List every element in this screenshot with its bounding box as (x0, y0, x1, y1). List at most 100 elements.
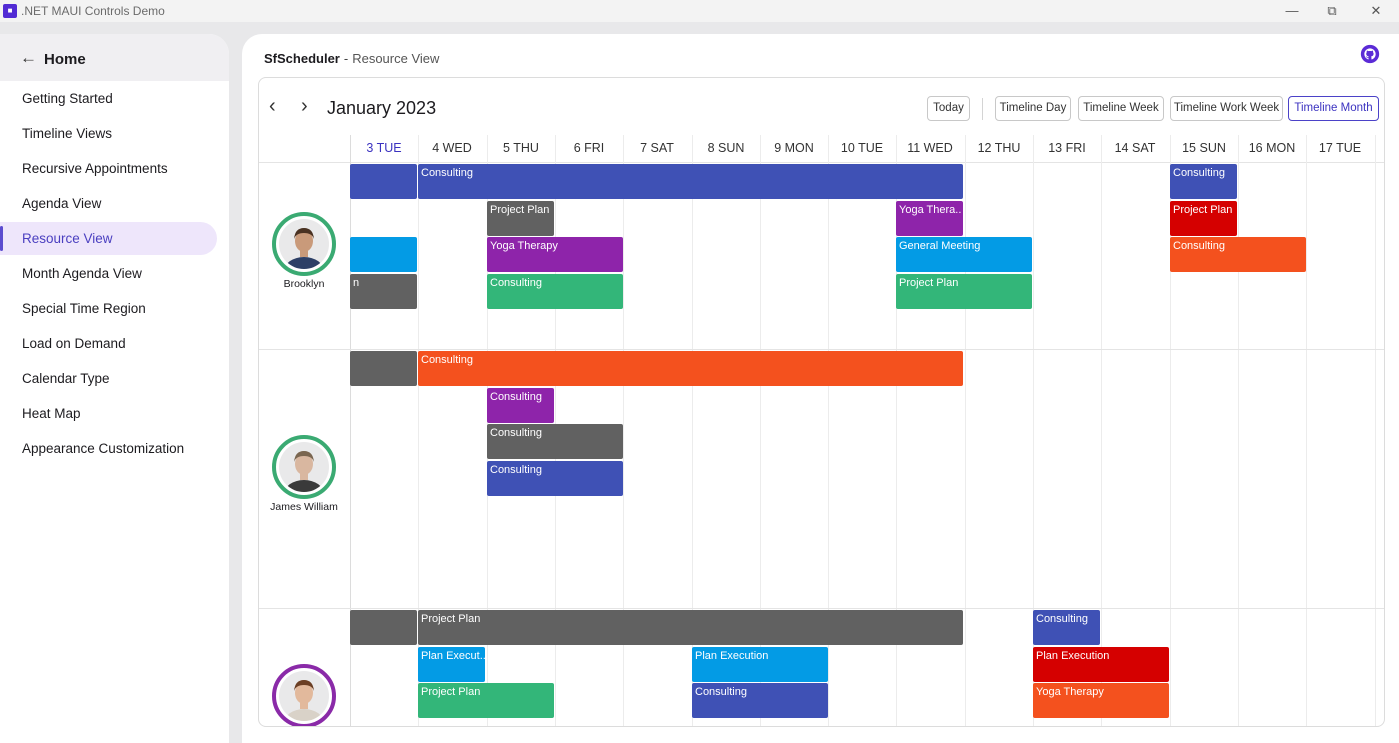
month-title[interactable]: January 2023 (327, 98, 437, 118)
chevron-left-icon[interactable]: ‹ (269, 95, 276, 117)
day-header[interactable]: 13 FRI (1048, 141, 1086, 155)
dotnet-app-icon: ■ (3, 4, 17, 18)
appointment[interactable]: Consulting (487, 388, 554, 423)
view-timeline-work-week-button[interactable]: Timeline Work Week (1170, 96, 1283, 121)
header-divider (259, 162, 1384, 163)
view-timeline-day-button[interactable]: Timeline Day (995, 96, 1071, 121)
day-column-divider (1375, 135, 1376, 726)
day-column-divider (965, 135, 966, 726)
appointment[interactable]: Consulting (418, 351, 963, 386)
day-header[interactable]: 12 THU (977, 141, 1021, 155)
appointment[interactable]: Consulting (1033, 610, 1100, 645)
sidebar-item-agenda-view[interactable]: Agenda View (22, 196, 102, 211)
day-column-divider (1170, 135, 1171, 726)
day-header[interactable]: 17 TUE (1318, 141, 1362, 155)
scheduler-header: ‹ › January 2023 Today Timeline Day Timel… (259, 78, 1384, 135)
avatar-ring (272, 434, 336, 499)
control-name: SfScheduler (264, 51, 340, 66)
avatar-ring (272, 664, 336, 726)
resource-brooklyn[interactable]: Brooklyn (259, 211, 349, 290)
day-header[interactable]: 4 WED (432, 141, 472, 155)
day-header[interactable]: 3 TUE (366, 141, 402, 155)
sidebar-item-resource-view[interactable]: Resource View (0, 222, 217, 255)
day-column-divider (1238, 135, 1239, 726)
sidebar-item-timeline-views[interactable]: Timeline Views (22, 126, 113, 141)
appointment[interactable]: Consulting (1170, 237, 1306, 272)
resource-james-william[interactable]: James William (259, 434, 349, 513)
home-label: Home (44, 51, 86, 68)
appointment[interactable]: Project Plan (1170, 201, 1237, 236)
minimize-icon[interactable]: — (1285, 3, 1299, 18)
appointment[interactable]: Consulting (487, 274, 623, 309)
appointment[interactable]: Consulting (1170, 164, 1237, 199)
window-title: .NET MAUI Controls Demo (21, 4, 165, 18)
day-column-divider (418, 135, 419, 726)
appointment[interactable]: Project Plan (418, 610, 963, 645)
day-header[interactable]: 14 SAT (1114, 141, 1156, 155)
appointment[interactable] (350, 351, 417, 386)
appointment[interactable]: Yoga Therapy (1033, 683, 1169, 718)
appointment[interactable] (350, 610, 417, 645)
timeline-grid: 3 TUE 4 WED 5 THU 6 FRI 7 SAT 8 SUN 9 MON 10 TU… (259, 135, 1384, 726)
view-timeline-week-button[interactable]: Timeline Week (1078, 96, 1164, 121)
day-header[interactable]: 8 SUN (707, 141, 745, 155)
appointment[interactable]: Plan Execution (1033, 647, 1169, 682)
main-content: SfScheduler - Resource View ‹ › January 20… (242, 34, 1399, 743)
appointment[interactable]: Project Plan (487, 201, 554, 236)
view-timeline-month-button[interactable]: Timeline Month (1288, 96, 1379, 121)
home-button[interactable]: ← Home (0, 34, 229, 81)
sidebar-item-heat-map[interactable]: Heat Map (22, 406, 81, 421)
resource-sophia[interactable]: Sophia (259, 664, 349, 726)
sidebar-item-special-time-region[interactable]: Special Time Region (22, 301, 146, 316)
avatar (279, 218, 329, 269)
appointment[interactable]: Yoga Therapy (487, 237, 623, 272)
day-column-divider (1101, 135, 1102, 726)
resource-column-divider (350, 135, 351, 726)
appointment[interactable] (350, 237, 417, 272)
appointment[interactable]: Project Plan (896, 274, 1032, 309)
toolbar-divider (982, 98, 983, 120)
day-header[interactable]: 16 MON (1248, 141, 1296, 155)
sidebar-item-getting-started[interactable]: Getting Started (22, 91, 113, 106)
sidebar-item-appearance-customization[interactable]: Appearance Customization (22, 441, 185, 456)
appointment[interactable]: Consulting (487, 461, 623, 496)
appointment[interactable]: Project Plan (418, 683, 554, 718)
today-button[interactable]: Today (927, 96, 970, 121)
appointment[interactable]: Yoga Thera.. (896, 201, 963, 236)
appointment[interactable]: Plan Execut.. (418, 647, 485, 682)
appointment[interactable]: Consulting (418, 164, 963, 199)
appointment[interactable]: Consulting (487, 424, 623, 459)
chevron-right-icon[interactable]: › (301, 95, 308, 117)
close-icon[interactable]: ✕ (1370, 3, 1382, 18)
appointment[interactable]: Plan Execution (692, 647, 828, 682)
appointment[interactable] (350, 164, 417, 199)
day-header[interactable]: 5 THU (503, 141, 539, 155)
appointment[interactable]: n (350, 274, 417, 309)
day-header[interactable]: 10 TUE (840, 141, 884, 155)
resource-name: Brooklyn (283, 277, 325, 290)
day-header[interactable]: 7 SAT (640, 141, 674, 155)
avatar (279, 671, 329, 721)
day-column-divider (623, 135, 624, 726)
appointment[interactable]: Consulting (692, 683, 828, 718)
restore-icon[interactable]: ⧉ (1327, 3, 1337, 18)
avatar-ring (272, 211, 336, 276)
appointment[interactable]: General Meeting (896, 237, 1032, 272)
sidebar-item-month-agenda-view[interactable]: Month Agenda View (22, 266, 142, 281)
scheduler: ‹ › January 2023 Today Timeline Day Timel… (258, 77, 1385, 727)
day-header[interactable]: 15 SUN (1182, 141, 1226, 155)
day-column-divider (1306, 135, 1307, 726)
day-header[interactable]: 11 WED (907, 141, 953, 155)
day-column-divider (828, 135, 829, 726)
sidebar-item-load-on-demand[interactable]: Load on Demand (22, 336, 126, 351)
day-header[interactable]: 9 MON (774, 141, 814, 155)
github-icon[interactable] (1360, 44, 1380, 64)
resource-row-divider (259, 349, 1384, 350)
page-title: SfScheduler - Resource View (264, 51, 439, 66)
sidebar-item-calendar-type[interactable]: Calendar Type (22, 371, 110, 386)
day-column-divider (692, 135, 693, 726)
arrow-left-icon[interactable]: ← (20, 48, 37, 67)
day-header[interactable]: 6 FRI (573, 141, 605, 155)
sidebar-item-recursive-appointments[interactable]: Recursive Appointments (22, 161, 168, 176)
day-column-divider (896, 135, 897, 726)
